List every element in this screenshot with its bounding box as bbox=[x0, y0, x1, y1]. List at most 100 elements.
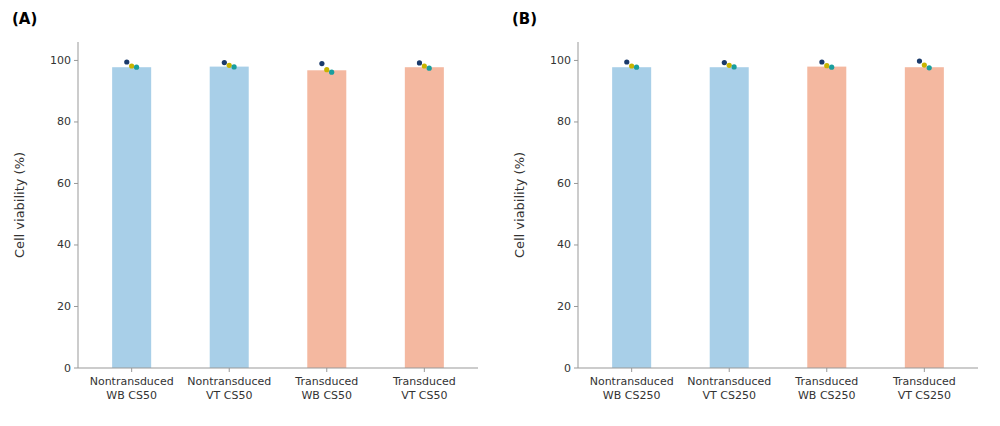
point bbox=[422, 63, 427, 68]
x-axis-line bbox=[578, 368, 978, 369]
x-tick-label-line: WB CS250 bbox=[603, 389, 661, 402]
y-tick bbox=[574, 60, 578, 61]
y-tick bbox=[74, 183, 78, 184]
point bbox=[727, 63, 732, 68]
point bbox=[324, 67, 329, 72]
y-tick-label: 0 bbox=[64, 362, 71, 375]
figure: 020406080100NontransducedWB CS50Nontrans… bbox=[0, 0, 1000, 426]
marks bbox=[112, 59, 444, 368]
bar bbox=[807, 67, 846, 368]
x-tick-label-line: Nontransduced bbox=[90, 375, 174, 388]
x-tick bbox=[924, 368, 925, 372]
point bbox=[927, 65, 932, 70]
y-tick bbox=[574, 183, 578, 184]
bar bbox=[307, 70, 346, 368]
panel-label: (B) bbox=[512, 10, 537, 28]
y-tick-label: 100 bbox=[50, 54, 71, 67]
y-tick-label: 80 bbox=[557, 115, 571, 128]
y-axis-line bbox=[578, 42, 579, 368]
x-tick bbox=[729, 368, 730, 372]
x-tick-label-line: Transduced bbox=[294, 375, 358, 388]
point bbox=[329, 70, 334, 75]
x-tick-label: TransducedVT CS50 bbox=[392, 375, 456, 402]
bar bbox=[905, 67, 944, 368]
y-tick-label: 80 bbox=[57, 115, 71, 128]
x-axis-line bbox=[78, 368, 478, 369]
y-tick bbox=[574, 244, 578, 245]
bar bbox=[112, 67, 151, 368]
x-tick bbox=[229, 368, 230, 372]
page: {"chart_data": [ {"type": "bar", "title"… bbox=[0, 0, 1000, 426]
panel: 020406080100NontransducedWB CS50Nontrans… bbox=[12, 10, 478, 402]
x-tick-label-line: WB CS50 bbox=[301, 389, 352, 402]
x-tick bbox=[131, 368, 132, 372]
y-tick-label: 60 bbox=[557, 177, 571, 190]
point bbox=[829, 65, 834, 70]
point bbox=[417, 60, 422, 65]
x-tick-label-line: Nontransduced bbox=[687, 375, 771, 388]
point bbox=[824, 63, 829, 68]
y-tick-label: 20 bbox=[57, 300, 71, 313]
point bbox=[222, 60, 227, 65]
marks bbox=[612, 58, 944, 368]
x-tick-label-line: VT CS250 bbox=[898, 389, 951, 402]
y-tick bbox=[574, 306, 578, 307]
bar bbox=[405, 67, 444, 368]
x-tick-label-line: Nontransduced bbox=[590, 375, 674, 388]
x-tick-label-line: WB CS250 bbox=[798, 389, 856, 402]
y-tick-label: 20 bbox=[557, 300, 571, 313]
y-tick bbox=[74, 60, 78, 61]
x-tick-label-line: Nontransduced bbox=[187, 375, 271, 388]
x-tick-label-line: Transduced bbox=[392, 375, 456, 388]
bar bbox=[210, 67, 249, 368]
panel-label: (A) bbox=[12, 10, 37, 28]
point bbox=[731, 64, 736, 69]
point bbox=[227, 63, 232, 68]
x-tick-label: NontransducedWB CS50 bbox=[90, 375, 174, 402]
x-tick-label-line: VT CS50 bbox=[206, 389, 252, 402]
point bbox=[922, 62, 927, 67]
y-tick-label: 60 bbox=[57, 177, 71, 190]
y-tick-label: 100 bbox=[550, 54, 571, 67]
x-tick-label: TransducedWB CS50 bbox=[294, 375, 358, 402]
bar bbox=[612, 67, 651, 368]
bar bbox=[710, 67, 749, 368]
y-axis-label: Cell viability (%) bbox=[12, 152, 27, 258]
point bbox=[231, 64, 236, 69]
point bbox=[124, 59, 129, 64]
point bbox=[427, 66, 432, 71]
x-tick-label: NontransducedVT CS50 bbox=[187, 375, 271, 402]
x-tick bbox=[326, 368, 327, 372]
x-tick bbox=[631, 368, 632, 372]
y-tick-label: 40 bbox=[557, 238, 571, 251]
point bbox=[722, 60, 727, 65]
x-tick-label-line: WB CS50 bbox=[106, 389, 157, 402]
y-axis-line bbox=[78, 42, 79, 368]
y-axis-label: Cell viability (%) bbox=[512, 152, 527, 258]
y-tick bbox=[74, 306, 78, 307]
x-tick-label-line: VT CS50 bbox=[401, 389, 447, 402]
x-tick-label-line: Transduced bbox=[892, 375, 956, 388]
point bbox=[624, 59, 629, 64]
y-tick bbox=[574, 368, 578, 369]
y-tick-label: 0 bbox=[564, 362, 571, 375]
y-tick bbox=[574, 121, 578, 122]
x-tick-label: TransducedVT CS250 bbox=[892, 375, 956, 402]
y-tick bbox=[74, 368, 78, 369]
x-tick-label-line: Transduced bbox=[794, 375, 858, 388]
x-tick bbox=[826, 368, 827, 372]
point bbox=[134, 65, 139, 70]
panel: 020406080100NontransducedWB CS250Nontran… bbox=[512, 10, 978, 402]
y-tick bbox=[74, 121, 78, 122]
point bbox=[819, 59, 824, 64]
point bbox=[917, 58, 922, 63]
x-tick-label: TransducedWB CS250 bbox=[794, 375, 858, 402]
x-tick-label-line: VT CS250 bbox=[703, 389, 756, 402]
point bbox=[629, 63, 634, 68]
point bbox=[634, 65, 639, 70]
x-tick-label: NontransducedWB CS250 bbox=[590, 375, 674, 402]
x-tick bbox=[424, 368, 425, 372]
y-tick bbox=[74, 244, 78, 245]
point bbox=[319, 61, 324, 66]
point bbox=[129, 63, 134, 68]
